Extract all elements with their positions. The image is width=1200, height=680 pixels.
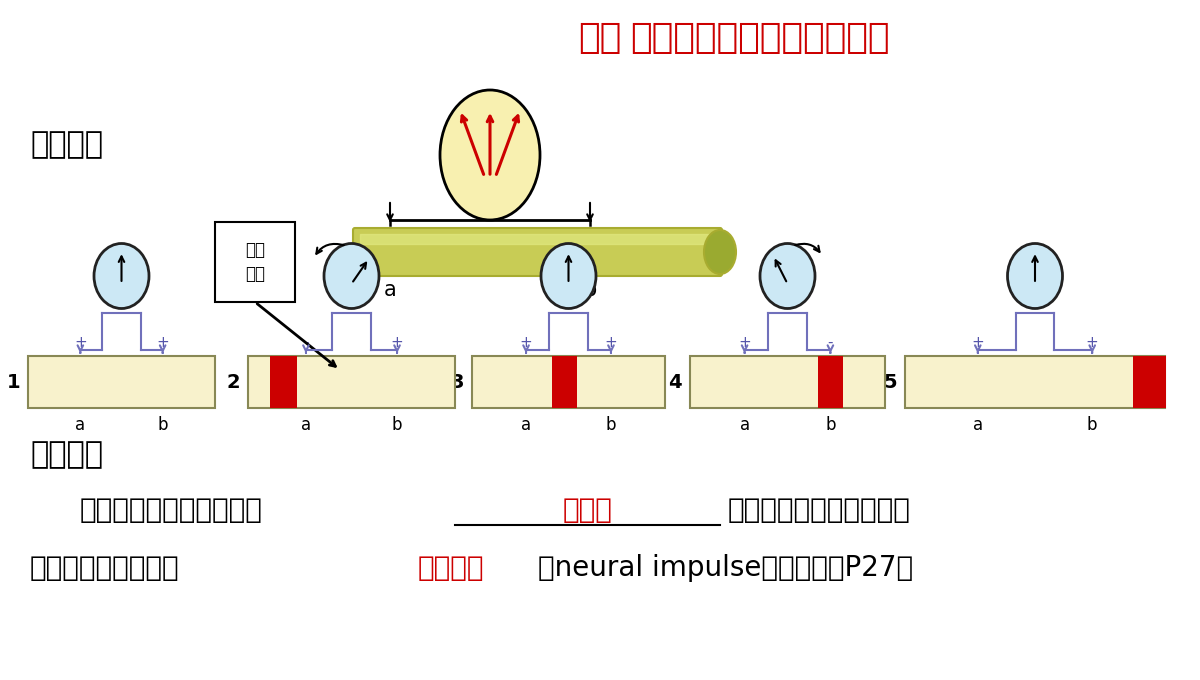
- Ellipse shape: [760, 243, 815, 309]
- Text: b: b: [606, 416, 617, 434]
- Text: +: +: [520, 335, 533, 350]
- Bar: [1133, 356, 1166, 408]
- Text: （neural impulse）。（教材P27）: （neural impulse）。（教材P27）: [538, 554, 913, 582]
- Text: 实验: 实验: [578, 21, 622, 55]
- Text: +: +: [738, 335, 751, 350]
- Text: 的形式沿着神经纤维传导: 的形式沿着神经纤维传导: [728, 496, 911, 524]
- Bar: [905, 356, 1165, 408]
- Text: +: +: [74, 335, 86, 350]
- Text: 3: 3: [450, 373, 464, 392]
- Text: a: a: [301, 416, 311, 434]
- Text: a: a: [521, 416, 532, 434]
- Text: 神经冲动: 神经冲动: [418, 554, 485, 582]
- Bar: [817, 356, 844, 408]
- Ellipse shape: [94, 243, 149, 309]
- Ellipse shape: [324, 243, 379, 309]
- Text: 实验现象: 实验现象: [30, 131, 103, 160]
- Text: 的，这种电信号也叫: 的，这种电信号也叫: [30, 554, 180, 582]
- Text: 1: 1: [6, 373, 20, 392]
- Text: +: +: [156, 335, 169, 350]
- Text: b: b: [1087, 416, 1098, 434]
- Ellipse shape: [704, 230, 736, 274]
- Ellipse shape: [440, 90, 540, 220]
- Text: b: b: [157, 416, 168, 434]
- Text: b: b: [826, 416, 835, 434]
- Text: a: a: [739, 416, 750, 434]
- Text: -: -: [828, 335, 833, 350]
- Text: 4: 4: [668, 373, 682, 392]
- Bar: [472, 356, 665, 408]
- Bar: [690, 356, 886, 408]
- Text: 蛙坐骨神经表面电位差实验: 蛙坐骨神经表面电位差实验: [630, 21, 889, 55]
- FancyBboxPatch shape: [353, 228, 722, 276]
- Ellipse shape: [541, 243, 596, 309]
- Text: -: -: [304, 335, 308, 350]
- Text: a: a: [384, 280, 396, 300]
- Text: 5: 5: [883, 373, 898, 392]
- Ellipse shape: [1008, 243, 1062, 309]
- Bar: [248, 356, 455, 408]
- Text: b: b: [391, 416, 402, 434]
- Bar: [215, 222, 295, 302]
- Text: +: +: [391, 335, 403, 350]
- Text: a: a: [973, 416, 983, 434]
- Text: +: +: [972, 335, 984, 350]
- Text: 2: 2: [227, 373, 240, 392]
- Bar: [552, 356, 577, 408]
- Text: 在神经系统中，兴奋是以: 在神经系统中，兴奋是以: [80, 496, 263, 524]
- Text: 电信号: 电信号: [563, 496, 613, 524]
- Text: b: b: [583, 280, 596, 300]
- Text: +: +: [605, 335, 617, 350]
- Text: +: +: [1086, 335, 1098, 350]
- Bar: [28, 356, 215, 408]
- Text: a: a: [76, 416, 85, 434]
- Text: 实验结论: 实验结论: [30, 441, 103, 469]
- Text: 刺激
位置: 刺激 位置: [245, 241, 265, 284]
- Bar: [270, 356, 296, 408]
